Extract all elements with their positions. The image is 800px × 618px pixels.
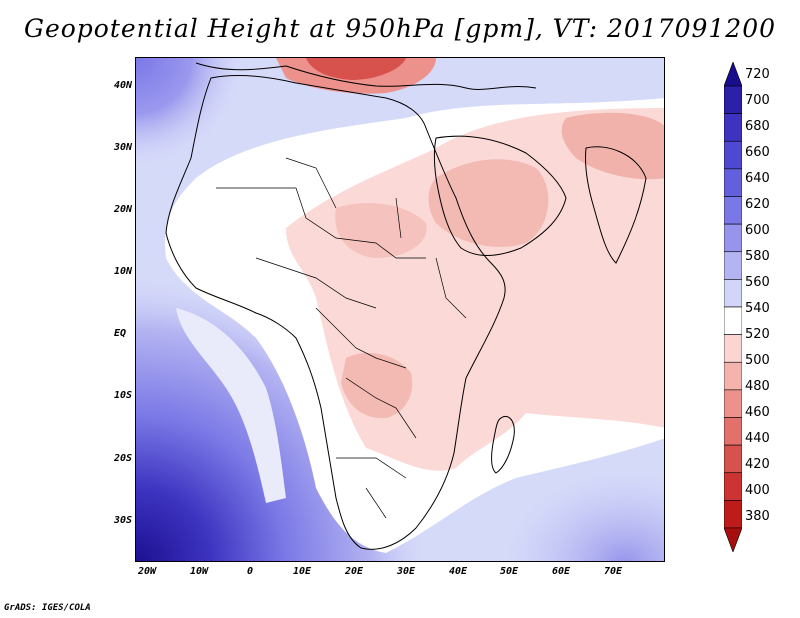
colorbar-block: [724, 251, 742, 280]
madagascar-coastline: [491, 415, 515, 474]
colorbar-label: 520: [745, 327, 770, 343]
colorbar-block: [724, 113, 742, 142]
lon-label-10e: 10E: [292, 566, 312, 577]
colorbar-label: 560: [745, 275, 770, 291]
colorbar-label: 500: [745, 353, 770, 369]
lat-label-30s: 30S: [113, 515, 132, 526]
colorbar-block: [724, 140, 742, 170]
colorbar-label: 660: [745, 145, 770, 161]
map-title: Geopotential Height at 950hPa [gpm], VT:…: [23, 14, 777, 43]
colorbar-block: [724, 500, 742, 529]
height-field-map: [136, 58, 664, 561]
colorbar-block: [724, 444, 742, 474]
colorbar-block: [724, 279, 742, 308]
lon-label-10w: 10W: [189, 566, 209, 577]
lat-label-eq: EQ: [113, 328, 126, 339]
lat-label-10s: 10S: [113, 390, 132, 401]
lat-label-10n: 10N: [113, 266, 132, 277]
colorbar-blocks: [724, 62, 742, 552]
field-500-arabia: [428, 159, 549, 247]
field-500-central: [341, 353, 413, 419]
colorbar-label: 600: [745, 223, 770, 239]
colorbar-label: 460: [745, 405, 770, 421]
colorbar-label: 480: [745, 379, 770, 395]
lat-label-30n: 30N: [113, 142, 132, 153]
colorbar-block: [724, 417, 742, 446]
lat-label-20s: 20S: [113, 453, 132, 464]
colorbar-block: [724, 389, 742, 418]
africa-coastline: [165, 75, 506, 550]
colorbar: [724, 62, 742, 552]
colorbar-block: [724, 223, 742, 253]
colorbar-label: 420: [745, 457, 770, 473]
colorbar-label: 440: [745, 431, 770, 447]
colorbar-block: [724, 196, 742, 225]
colorbar-block: [724, 334, 742, 363]
europe-coastline: [195, 62, 537, 90]
lat-label-20n: 20N: [113, 204, 132, 215]
map-panel: [135, 57, 665, 562]
colorbar-block: [724, 306, 742, 335]
colorbar-block: [724, 472, 742, 501]
colorbar-block: [724, 168, 742, 197]
field-500-sahel: [335, 203, 427, 258]
lon-label-40e: 40E: [448, 566, 468, 577]
lat-label-40n: 40N: [113, 80, 132, 91]
lon-label-30e: 30E: [396, 566, 416, 577]
lon-label-70e: 70E: [603, 566, 623, 577]
colorbar-label: 580: [745, 249, 770, 265]
colorbar-label: 700: [745, 93, 770, 109]
colorbar-label: 400: [745, 483, 770, 499]
coastlines: [165, 62, 647, 550]
arabia-coastline: [434, 135, 567, 256]
colorbar-label: 680: [745, 119, 770, 135]
lon-label-20w: 20W: [137, 566, 157, 577]
footer-credit: GrADS: IGES/COLA: [4, 603, 91, 613]
field-560-coast: [176, 308, 286, 503]
inner-borders: [216, 157, 467, 519]
field-440-north: [306, 58, 406, 80]
colorbar-label: 720: [745, 67, 770, 83]
colorbar-label: 640: [745, 171, 770, 187]
lon-label-0: 0: [246, 566, 254, 577]
field-500-iran: [561, 112, 664, 180]
lon-label-60e: 60E: [551, 566, 571, 577]
colorbar-label: 380: [745, 509, 770, 525]
colorbar-top-arrow: [724, 62, 742, 87]
lon-label-50e: 50E: [499, 566, 519, 577]
colorbar-block: [724, 361, 742, 391]
colorbar-bottom-arrow: [724, 527, 742, 552]
colorbar-label: 620: [745, 197, 770, 213]
india-coastline: [585, 146, 647, 264]
colorbar-label: 540: [745, 301, 770, 317]
lon-label-20e: 20E: [344, 566, 364, 577]
colorbar-block: [724, 85, 742, 114]
